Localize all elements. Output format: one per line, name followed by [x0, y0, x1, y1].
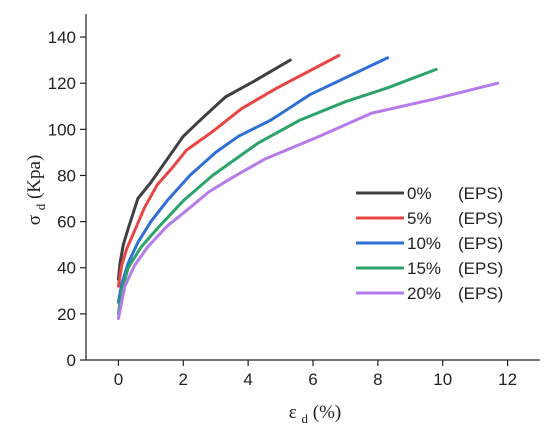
- y-tick-label: 0: [67, 351, 76, 370]
- series-line-0: [116, 58, 292, 281]
- x-tick-label: 2: [179, 370, 188, 389]
- y-axis-title-main: σ: [24, 215, 45, 225]
- series-lines: [116, 54, 500, 320]
- y-tick-label: 60: [57, 213, 76, 232]
- y-tick-label: 140: [48, 28, 76, 47]
- series-line-2: [116, 56, 390, 304]
- legend-tag-4: (EPS): [458, 284, 503, 303]
- y-axis-title: σ d (Kpa): [24, 155, 50, 226]
- legend-label-2: 10%: [407, 234, 441, 253]
- y-tick-label: 80: [57, 166, 76, 185]
- legend-tag-1: (EPS): [458, 209, 503, 228]
- x-tick-label: 4: [243, 370, 252, 389]
- legend-label-0: 0%: [407, 184, 432, 203]
- legend-label-3: 15%: [407, 259, 441, 278]
- x-axis-title: ε d (%): [289, 402, 341, 428]
- y-axis-title-unit: (Kpa): [24, 155, 45, 199]
- legend: 0% (EPS) 5% (EPS) 10% (EPS) 15% (EPS) 20% (EPS): [356, 184, 503, 303]
- x-tick-label: 8: [373, 370, 382, 389]
- x-axis-title-unit: (%): [313, 402, 341, 423]
- x-tick-label: 0: [114, 370, 123, 389]
- legend-tag-2: (EPS): [458, 234, 503, 253]
- series-line-3: [116, 67, 438, 316]
- x-axis-title-main: ε: [289, 402, 297, 423]
- y-tick-label: 20: [57, 305, 76, 324]
- legend-label-4: 20%: [407, 284, 441, 303]
- series-line-1: [116, 54, 341, 288]
- x-tick-label: 6: [308, 370, 317, 389]
- y-tick-label: 120: [48, 74, 76, 93]
- y-tick-label: 100: [48, 120, 76, 139]
- svg-text:σ d (Kpa): σ d (Kpa): [24, 155, 50, 226]
- x-tick-label: 12: [498, 370, 517, 389]
- series-line-4: [116, 81, 500, 320]
- y-axis-title-sub: d: [33, 203, 48, 210]
- x-axis-title-sub: d: [302, 411, 309, 426]
- legend-tag-0: (EPS): [458, 184, 503, 203]
- legend-tag-3: (EPS): [458, 259, 503, 278]
- x-tick-label: 10: [433, 370, 452, 389]
- axes: [85, 14, 540, 361]
- svg-text:ε d (%): ε d (%): [289, 402, 341, 428]
- legend-label-1: 5%: [407, 209, 432, 228]
- y-tick-label: 40: [57, 259, 76, 278]
